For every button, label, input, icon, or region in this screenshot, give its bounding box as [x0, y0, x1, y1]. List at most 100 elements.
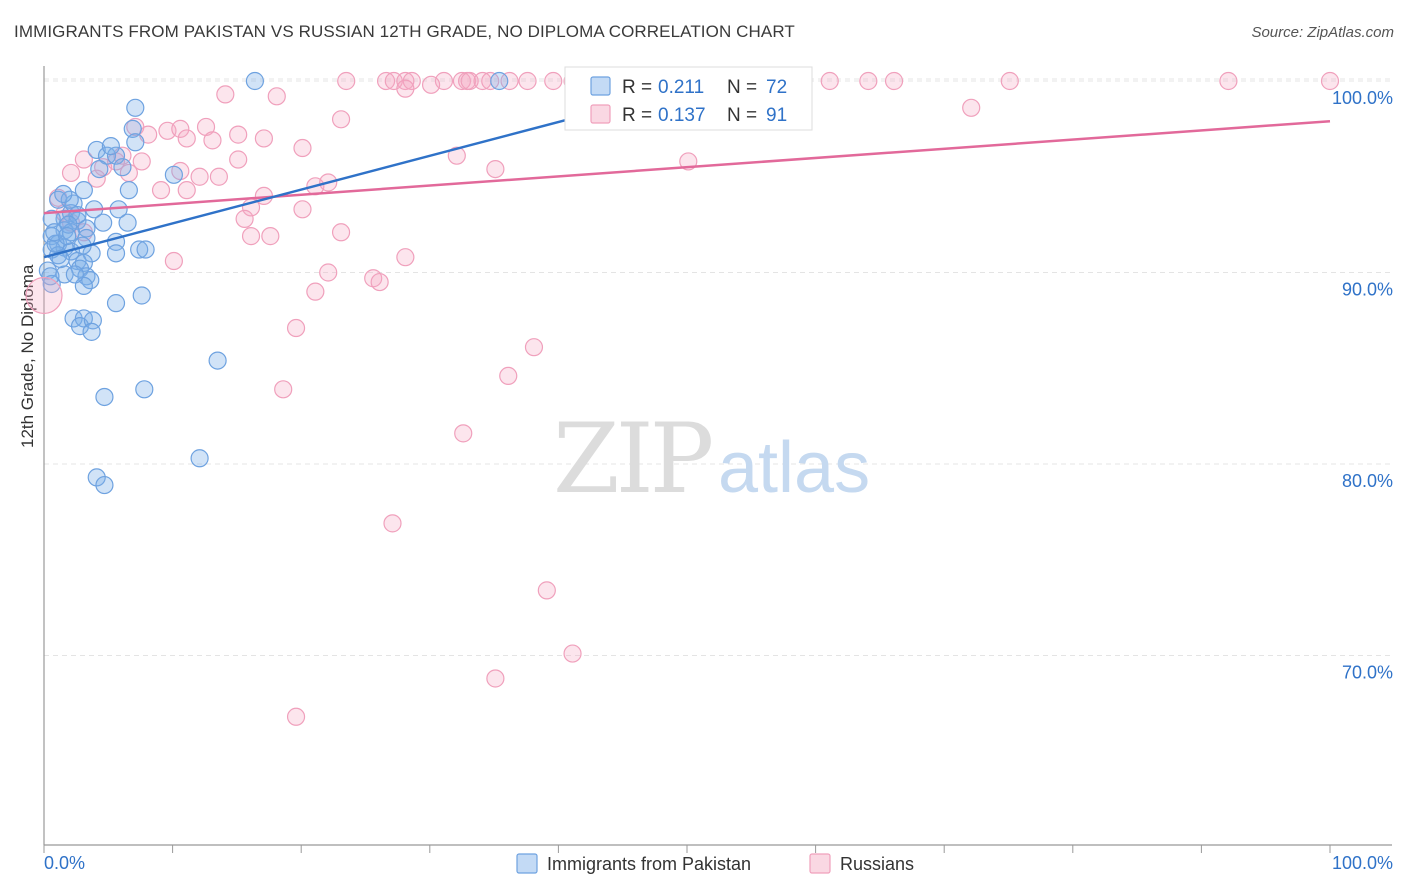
pakistan-point — [190, 449, 209, 468]
legend-r-label: R = — [622, 105, 652, 126]
russians-point — [447, 146, 466, 165]
y-tick-label: 90.0% — [1342, 280, 1393, 300]
russians-point — [486, 159, 505, 179]
chart-title: IMMIGRANTS FROM PAKISTAN VS RUSSIAN 12TH… — [14, 22, 795, 41]
stats-legend: R = 0.211 N = 72 R = 0.137 N = 91 — [564, 66, 813, 131]
legend-swatch-pink — [590, 104, 611, 124]
pakistan-point — [54, 184, 73, 204]
russians-point — [383, 514, 402, 533]
russians-point — [25, 276, 63, 315]
source-label: Source: ZipAtlas.com — [1251, 24, 1394, 41]
russians-point — [537, 581, 556, 600]
russians-point — [274, 380, 293, 399]
russians-point — [1000, 71, 1019, 91]
russians-point — [293, 138, 312, 158]
russians-point — [286, 318, 306, 338]
pakistan-point — [74, 181, 93, 200]
legend-r-label: R = — [622, 77, 652, 98]
russians-point — [203, 131, 222, 150]
russians-points — [49, 71, 1340, 726]
pakistan-point — [126, 98, 145, 117]
series-legend: Immigrants from Pakistan Russians — [516, 853, 914, 874]
russians-point — [460, 71, 479, 91]
legend-r-value: 0.211 — [658, 77, 704, 98]
russians-point — [151, 181, 171, 200]
pakistan-point — [77, 219, 96, 238]
legend-n-value: 72 — [766, 77, 787, 98]
pakistan-point — [118, 213, 137, 232]
russians-point — [261, 227, 280, 246]
russians-point — [190, 167, 209, 186]
russians-point — [396, 71, 415, 91]
pakistan-point — [87, 140, 106, 160]
russians-point — [319, 263, 338, 282]
russians-point — [241, 227, 261, 246]
pakistan-point — [106, 294, 126, 313]
pakistan-point — [490, 71, 509, 91]
legend-n-value: 91 — [766, 105, 787, 126]
legend-n-label: N = — [727, 77, 757, 98]
pakistan-point — [106, 244, 126, 263]
pakistan-point — [55, 265, 74, 284]
pakistan-point — [245, 71, 265, 91]
russians-point — [376, 71, 396, 91]
russians-point — [396, 248, 415, 267]
pakistan-point — [132, 286, 151, 305]
pakistan-point — [95, 475, 114, 495]
russians-point — [61, 163, 81, 183]
pakistan-point — [119, 181, 138, 200]
russians-point — [229, 125, 248, 144]
pakistan-point — [113, 158, 132, 177]
watermark-atlas: atlas — [718, 428, 870, 508]
russians-point — [518, 71, 537, 91]
russians-trend-line — [43, 119, 1331, 215]
russians-point — [500, 71, 519, 91]
russians-point — [454, 424, 473, 443]
russians-point — [229, 150, 248, 169]
russians-point — [286, 707, 306, 726]
russians-point — [132, 152, 151, 171]
russians-point — [486, 669, 505, 688]
pakistan-point — [94, 213, 113, 232]
russians-point — [1219, 71, 1238, 91]
pakistan-point — [123, 119, 142, 138]
series-legend-label: Immigrants from Pakistan — [547, 854, 751, 874]
russians-point — [171, 119, 190, 138]
pakistan-point — [87, 468, 106, 487]
russians-point — [396, 79, 415, 98]
russians-point — [293, 200, 312, 219]
russians-point — [499, 366, 518, 386]
x-tick-label: 100.0% — [1332, 853, 1393, 873]
pakistan-point — [208, 351, 227, 370]
pakistan-point — [90, 159, 109, 179]
x-tick-label: 0.0% — [44, 853, 85, 873]
russians-point — [331, 223, 351, 242]
russians-point — [209, 167, 228, 186]
russians-point — [164, 251, 183, 271]
pakistan-point — [59, 215, 78, 234]
russians-point — [452, 71, 472, 91]
russians-point — [370, 272, 389, 292]
legend-swatch-russians — [809, 853, 831, 874]
russians-point — [235, 209, 254, 228]
pakistan-point — [135, 380, 154, 399]
pakistan-points — [38, 71, 509, 495]
pakistan-point — [136, 240, 155, 259]
watermark-zip: ZIP — [553, 403, 712, 515]
russians-point — [254, 129, 274, 148]
pakistan-point — [106, 146, 126, 165]
pakistan-point — [42, 274, 61, 294]
pakistan-point — [126, 133, 145, 152]
pakistan-point — [130, 240, 149, 259]
pakistan-point — [58, 227, 77, 246]
y-tick-label: 70.0% — [1342, 663, 1393, 683]
russians-point — [1320, 71, 1340, 91]
legend-swatch-blue — [590, 76, 611, 96]
russians-point — [524, 338, 544, 357]
russians-point — [544, 71, 563, 91]
pakistan-point — [83, 311, 102, 330]
russians-point — [216, 85, 235, 104]
russians-point — [306, 282, 325, 301]
russians-point — [267, 87, 286, 106]
